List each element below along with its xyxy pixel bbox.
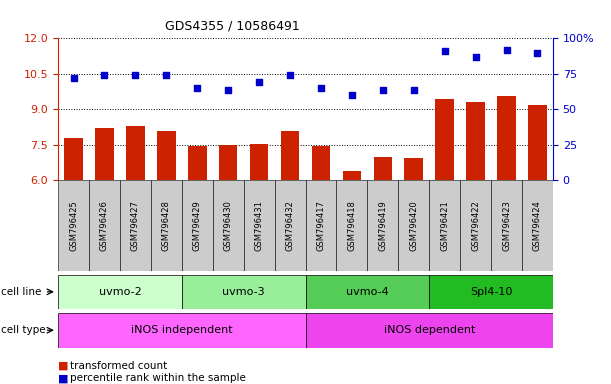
Bar <box>126 126 145 180</box>
Text: uvmo-4: uvmo-4 <box>346 287 389 297</box>
Text: ■: ■ <box>58 361 68 371</box>
Bar <box>306 313 553 348</box>
Bar <box>151 180 182 271</box>
Bar <box>89 180 120 271</box>
Text: GSM796428: GSM796428 <box>162 200 171 251</box>
Text: cell type: cell type <box>1 325 45 335</box>
Bar <box>491 180 522 271</box>
Bar <box>367 180 398 271</box>
Point <box>100 72 109 78</box>
Point <box>161 72 171 78</box>
Point <box>470 54 480 60</box>
Text: uvmo-2: uvmo-2 <box>98 287 141 297</box>
Bar <box>58 313 306 348</box>
Bar <box>460 180 491 271</box>
Text: GSM796421: GSM796421 <box>440 200 449 251</box>
Text: percentile rank within the sample: percentile rank within the sample <box>70 373 246 383</box>
Bar <box>429 275 553 309</box>
Text: iNOS dependent: iNOS dependent <box>384 325 475 335</box>
Text: GSM796426: GSM796426 <box>100 200 109 251</box>
Point <box>285 72 295 78</box>
Bar <box>497 96 516 180</box>
Bar <box>64 138 83 180</box>
Text: GSM796425: GSM796425 <box>69 200 78 251</box>
Text: GSM796432: GSM796432 <box>285 200 295 251</box>
Point <box>409 86 419 93</box>
Text: GSM796420: GSM796420 <box>409 200 419 251</box>
Point <box>316 85 326 91</box>
Bar <box>404 158 423 180</box>
Bar <box>522 180 553 271</box>
Text: GSM796418: GSM796418 <box>348 200 356 251</box>
Bar <box>274 180 306 271</box>
Point <box>347 92 357 98</box>
Text: GSM796422: GSM796422 <box>471 200 480 251</box>
Bar <box>429 180 460 271</box>
Bar <box>250 144 268 180</box>
Bar <box>466 103 485 180</box>
Point <box>192 85 202 91</box>
Bar <box>306 180 337 271</box>
Bar <box>188 146 207 180</box>
Bar <box>436 99 454 180</box>
Bar <box>343 171 361 180</box>
Text: GSM796429: GSM796429 <box>192 200 202 251</box>
Bar <box>219 145 238 180</box>
Point <box>131 72 141 78</box>
Bar <box>182 275 306 309</box>
Bar <box>312 146 330 180</box>
Bar <box>157 131 175 180</box>
Text: GSM796431: GSM796431 <box>255 200 263 251</box>
Bar <box>120 180 151 271</box>
Bar <box>58 275 182 309</box>
Text: uvmo-3: uvmo-3 <box>222 287 265 297</box>
Text: GSM796430: GSM796430 <box>224 200 233 251</box>
Text: GDS4355 / 10586491: GDS4355 / 10586491 <box>165 19 299 32</box>
Bar <box>398 180 429 271</box>
Point <box>440 48 450 54</box>
Bar <box>213 180 244 271</box>
Bar <box>58 180 89 271</box>
Text: GSM796417: GSM796417 <box>316 200 326 251</box>
Text: transformed count: transformed count <box>70 361 167 371</box>
Text: GSM796423: GSM796423 <box>502 200 511 251</box>
Point <box>378 86 388 93</box>
Point <box>254 79 264 86</box>
Point <box>223 86 233 93</box>
Text: GSM796419: GSM796419 <box>378 200 387 251</box>
Bar <box>244 180 274 271</box>
Bar <box>95 128 114 180</box>
Text: GSM796427: GSM796427 <box>131 200 140 251</box>
Bar <box>528 105 547 180</box>
Point <box>68 75 78 81</box>
Text: ■: ■ <box>58 373 68 383</box>
Text: cell line: cell line <box>1 287 41 297</box>
Bar <box>306 275 429 309</box>
Point <box>533 50 543 56</box>
Text: Spl4-10: Spl4-10 <box>470 287 512 297</box>
Bar <box>373 157 392 180</box>
Text: iNOS independent: iNOS independent <box>131 325 233 335</box>
Bar <box>182 180 213 271</box>
Point <box>502 47 511 53</box>
Bar <box>281 131 299 180</box>
Bar <box>337 180 367 271</box>
Text: GSM796424: GSM796424 <box>533 200 542 251</box>
